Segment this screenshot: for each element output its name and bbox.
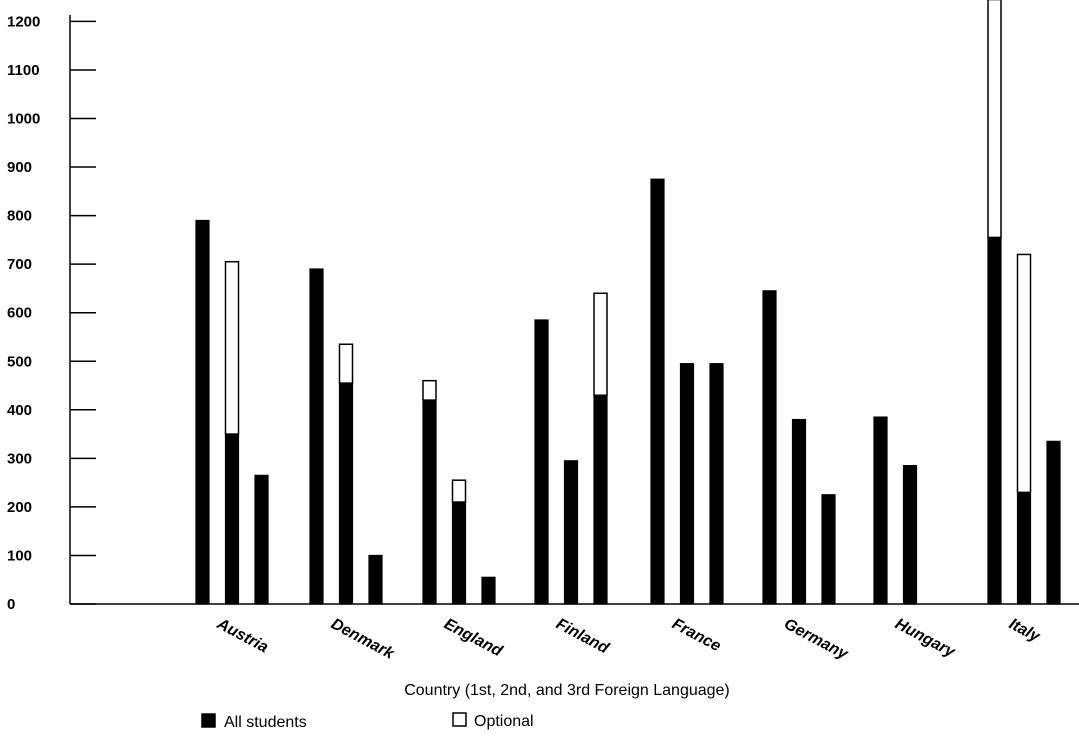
bar-optional: [1016, 253, 1032, 494]
bar-all-students: [650, 178, 665, 605]
legend: All students Optional: [201, 712, 534, 731]
bar-all-students: [481, 576, 496, 605]
bar-all-students: [1016, 491, 1032, 605]
x-tick-label: Italy: [1006, 616, 1043, 647]
bar-all-students: [987, 236, 1002, 605]
y-axis: 0 100 200 300 400 500 600 700 800 900 1000 1100 1200: [7, 13, 96, 613]
bar-all-students: [593, 394, 608, 605]
x-tick-label: Finland: [553, 616, 612, 658]
bar-all-students: [451, 501, 467, 605]
bar-all-students: [224, 433, 240, 605]
y-tick-label: 200: [7, 499, 32, 516]
bar-all-students: [762, 290, 777, 605]
bar-group-denmark: [309, 268, 383, 605]
bar-all-students: [309, 268, 324, 605]
bar-all-students: [422, 399, 437, 605]
bar-optional: [224, 260, 240, 435]
y-tick-label: 800: [7, 208, 32, 225]
legend-swatch-all-students: [201, 713, 216, 728]
x-tick-label: France: [669, 616, 723, 656]
x-tick-label: England: [441, 616, 506, 661]
bar-optional: [422, 379, 437, 401]
bar-all-students: [709, 363, 724, 605]
bar-all-students: [873, 416, 888, 605]
bar-group-italy: [987, 0, 1061, 605]
y-tick-label: 1200: [7, 13, 40, 30]
bars: [195, 0, 1061, 605]
bar-all-students: [1046, 440, 1061, 605]
bar-group-france: [650, 178, 724, 605]
y-tick-label: 100: [7, 547, 32, 564]
legend-swatch-optional: [452, 712, 467, 727]
y-tick-label: 1100: [7, 62, 40, 79]
x-tick-label: Hungary: [892, 616, 958, 662]
bar-group-hungary: [873, 416, 918, 605]
bar-group-england: [422, 379, 496, 605]
legend-label-all-students: All students: [224, 714, 307, 731]
x-tick-label: Germany: [781, 616, 851, 664]
y-tick-label: 700: [7, 256, 32, 273]
legend-label-optional: Optional: [474, 713, 534, 730]
y-tick-label: 0: [7, 596, 15, 613]
bar-all-students: [338, 382, 354, 605]
y-tick-label: 500: [7, 353, 32, 370]
bar-all-students: [534, 319, 549, 605]
x-tick-label: Austria: [213, 615, 271, 656]
bar-optional: [593, 292, 608, 396]
bar-all-students: [368, 554, 383, 605]
bar-all-students: [195, 219, 210, 605]
bar-optional: [451, 479, 467, 503]
y-tick-label: 600: [7, 305, 32, 322]
y-tick-label: 400: [7, 402, 32, 419]
bar-group-germany: [762, 290, 836, 605]
x-tick-label: Denmark: [328, 616, 397, 664]
y-tick-label: 900: [7, 159, 32, 176]
bar-all-students: [254, 474, 269, 605]
bar-all-students: [821, 494, 836, 605]
bar-all-students: [563, 460, 579, 605]
bar-all-students: [791, 418, 807, 605]
bar-optional: [338, 343, 354, 384]
y-tick-label: 1000: [7, 111, 40, 128]
bar-optional: [987, 0, 1002, 239]
x-axis-title: Country (1st, 2nd, and 3rd Foreign Langu…: [404, 682, 730, 699]
bar-all-students: [902, 465, 918, 605]
bar-group-finland: [534, 292, 608, 605]
bar-all-students: [679, 363, 695, 605]
bar-group-austria: [195, 219, 269, 605]
x-axis: Austria Denmark England Finland France German…: [70, 603, 1079, 664]
y-tick-label: 300: [7, 450, 32, 467]
